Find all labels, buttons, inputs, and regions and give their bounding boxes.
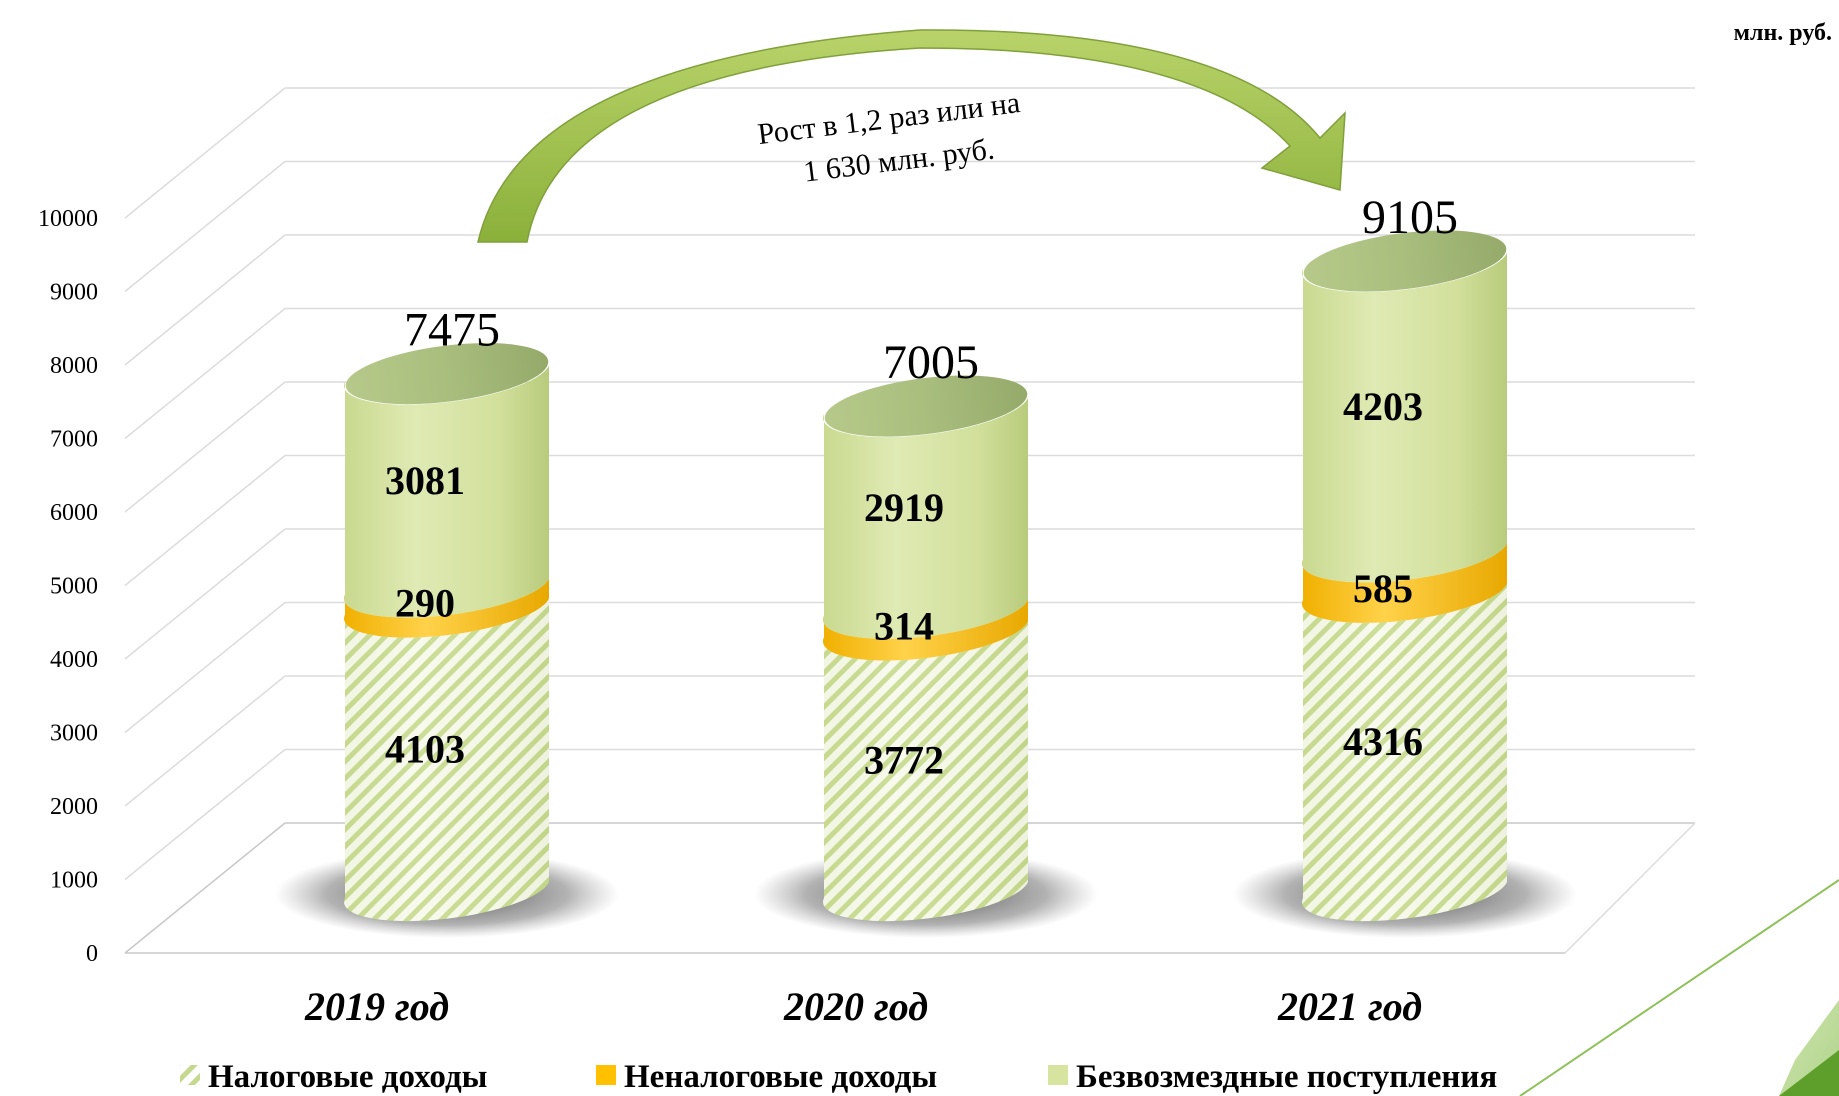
legend-item: Налоговые доходы	[180, 1059, 487, 1095]
gridline-depth	[124, 748, 286, 881]
segment-value-label: 4316	[1343, 719, 1423, 764]
legend-item: Неналоговые доходы	[596, 1059, 937, 1095]
segment-value-label: 4203	[1343, 384, 1423, 429]
legend-swatch	[596, 1065, 616, 1085]
grants-segment	[344, 365, 549, 618]
legend-swatch	[1048, 1065, 1068, 1085]
cylinder-top	[345, 343, 549, 405]
cylinder-2: 4316 585 4203 9105	[1233, 191, 1577, 938]
cylinder-1: 3772 314 2919 7005	[754, 336, 1098, 938]
total-value-label: 7475	[404, 304, 500, 357]
y-tick-label: 0	[86, 941, 98, 967]
tax-segment-shade	[823, 621, 1028, 922]
nontax-segment	[1302, 543, 1507, 623]
tax-segment-shade	[1302, 583, 1507, 922]
y-tick-label: 9000	[50, 280, 98, 306]
gridline-depth	[124, 307, 286, 440]
y-tick-label: 2000	[50, 794, 98, 820]
segment-value-label: 3772	[864, 738, 944, 783]
unit-label: млн. руб.	[1734, 20, 1832, 46]
legend-item: Безвозмездные поступления	[1048, 1059, 1497, 1095]
y-tick-label: 3000	[50, 721, 98, 747]
gridline-depth	[124, 87, 286, 219]
gridline-depth	[124, 454, 286, 587]
y-tick-label: 8000	[50, 353, 98, 379]
x-category-label: 2020 год	[783, 984, 928, 1029]
legend-swatch	[180, 1065, 200, 1085]
gridline-depth	[124, 234, 286, 366]
segment-value-label: 3081	[385, 458, 465, 503]
cylinder-top	[1303, 230, 1507, 292]
segment-value-label: 2919	[864, 485, 944, 530]
gridline-depth	[124, 822, 286, 954]
category-labels: 2019 год 2020 год 2021 год	[304, 984, 1422, 1029]
floor-right-edge	[1564, 822, 1696, 954]
gridline-depth	[124, 160, 286, 293]
gridline-depth	[124, 381, 286, 513]
growth-arrow	[477, 29, 1346, 243]
grants-segment	[1302, 253, 1507, 583]
segment-value-label: 314	[874, 603, 934, 648]
cylinder-0: 4103 290 3081 7475	[275, 304, 619, 938]
total-value-label: 9105	[1362, 191, 1458, 244]
grants-segment	[823, 398, 1028, 639]
y-tick-label: 5000	[50, 574, 98, 600]
segment-value-label: 4103	[385, 726, 465, 771]
x-category-label: 2021 год	[1277, 984, 1422, 1029]
y-tick-label: 7000	[50, 427, 98, 453]
total-value-label: 7005	[883, 336, 979, 389]
gridline-depth	[124, 528, 286, 660]
growth-annotation: Рост в 1,2 раз или на 1 630 млн. руб.	[477, 29, 1346, 243]
corner-decoration	[1519, 879, 1839, 1096]
segment-value-label: 290	[395, 581, 455, 626]
legend: Налоговые доходы Неналоговые доходы Безвоз…	[180, 1059, 1497, 1095]
y-tick-label: 6000	[50, 500, 98, 526]
gridline-depth	[124, 675, 286, 807]
x-category-label: 2019 год	[304, 984, 449, 1029]
nontax-segment	[344, 578, 549, 638]
y-axis-ticks: 0 1000 2000 3000 4000 5000 6000 7000 8000 9000 100…	[38, 206, 98, 967]
gridline-depth	[124, 601, 286, 734]
nontax-segment	[823, 599, 1028, 661]
segment-value-label: 585	[1353, 566, 1413, 611]
legend-label: Безвозмездные поступления	[1076, 1059, 1497, 1095]
y-tick-label: 1000	[50, 868, 98, 894]
legend-label: Налоговые доходы	[208, 1059, 487, 1095]
y-tick-label: 4000	[50, 647, 98, 673]
legend-label: Неналоговые доходы	[624, 1059, 937, 1095]
cylinders: 4103 290 3081 7475 3772 314 2919 7005 4316 585 420…	[275, 191, 1577, 938]
tax-segment-shade	[344, 598, 549, 922]
y-tick-label: 10000	[38, 206, 98, 232]
cylinder-top	[824, 375, 1028, 437]
